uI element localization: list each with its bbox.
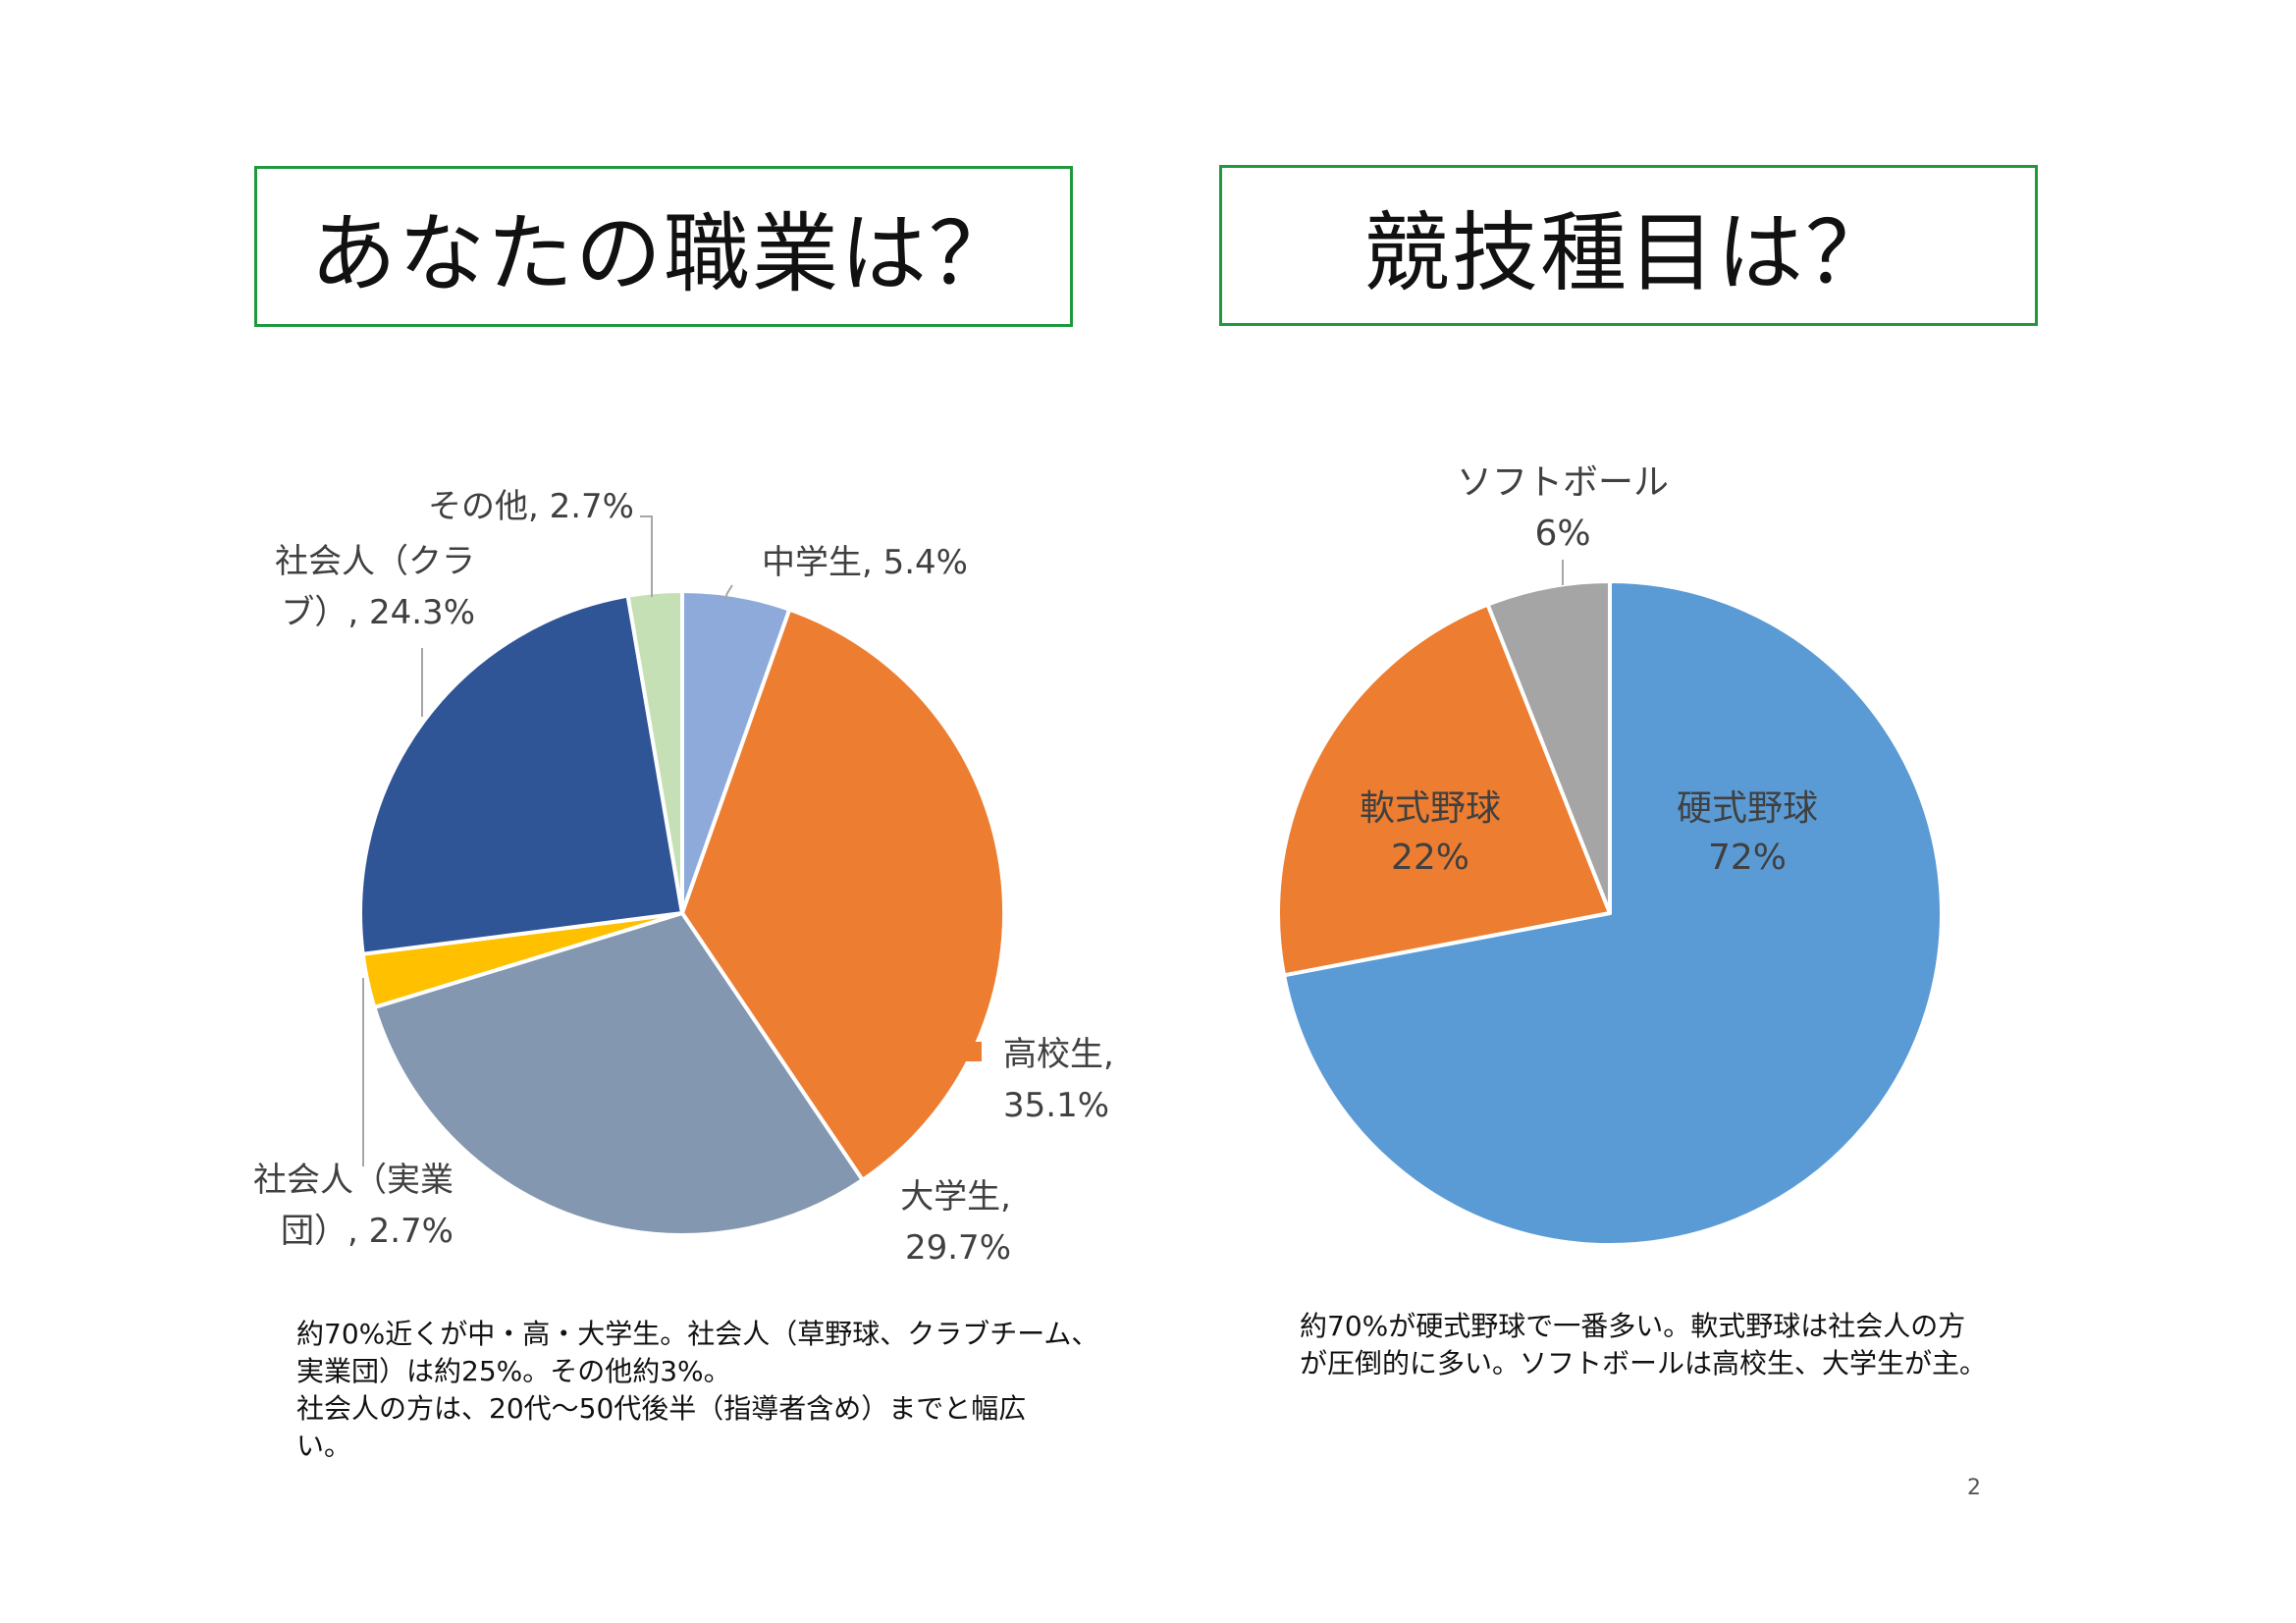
occupation-title-box: あなたの職業は？ (254, 166, 1073, 327)
chart-0-data-label-2: 29.7% (905, 1228, 1011, 1268)
sport-title: 競技種目は？ (1362, 201, 1894, 303)
chart-1-slice-0 (1282, 579, 1944, 1247)
chart-0-data-label-3: 社会人（実業 (253, 1161, 454, 1200)
chart-0-legend-key-1 (962, 1042, 982, 1061)
chart-0-slice-4 (358, 593, 684, 956)
occupation-summary-note: 約70%近くが中・高・大学生。社会人（草野球、クラブチーム、 実業団）は約25%… (296, 1318, 1099, 1462)
chart-1-data-label-1: 22% (1391, 838, 1469, 878)
chart-0-data-label-4: ブ）, 24.3% (281, 593, 475, 632)
chart-1-data-label-0: 72% (1708, 838, 1787, 878)
chart-1-data-label-0: 硬式野球 (1677, 788, 1818, 829)
chart-1-slice-2 (1485, 578, 1612, 915)
chart-0-data-label-1: 高校生, (1003, 1035, 1114, 1074)
chart-0-leader-line-5 (640, 515, 653, 597)
page-number: 2 (1967, 1476, 1981, 1500)
chart-0-data-label-5: その他, 2.7% (428, 487, 634, 526)
sport-title-box: 競技種目は？ (1219, 165, 2038, 326)
chart-0-slice-1 (680, 607, 1007, 1182)
chart-0-data-label-0: 中学生, 5.4% (762, 543, 968, 582)
chart-1-slice-1 (1276, 602, 1612, 978)
chart-0-leader-line-0 (723, 584, 733, 602)
chart-1-data-label-2: 6% (1534, 514, 1590, 554)
chart-1-data-label-1: 軟式野球 (1360, 788, 1501, 829)
chart-0-slice-5 (625, 588, 684, 915)
chart-0-data-label-4: 社会人（クラ (275, 542, 475, 581)
chart-0-data-label-3: 団）, 2.7% (281, 1212, 454, 1251)
occupation-title: あなたの職業は？ (309, 202, 1017, 304)
chart-0-slice-2 (372, 911, 865, 1238)
chart-0-data-label-2: 大学生, (900, 1177, 1011, 1217)
chart-1-data-label-2: ソフトボール (1457, 462, 1669, 503)
chart-0-data-label-1: 35.1% (1003, 1086, 1109, 1125)
sport-summary-note: 約70%が硬式野球で一番多い。軟式野球は社会人の方 が圧倒的に多い。ソフトボール… (1300, 1310, 1988, 1380)
